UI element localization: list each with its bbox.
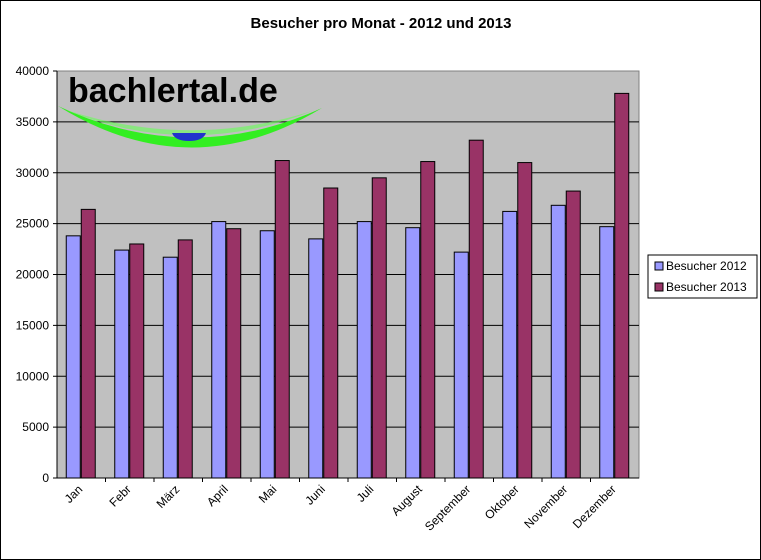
legend-swatch-2012 <box>654 261 664 271</box>
bar-2012-Dezember <box>599 226 615 479</box>
bar-2013-Oktober <box>517 162 533 479</box>
bar-2013-Mai <box>274 160 290 479</box>
y-tick-label: 40000 <box>16 64 50 78</box>
x-tick-label: Juni <box>302 482 327 507</box>
x-tick-label: Dezember <box>570 482 619 531</box>
x-tick-label: November <box>521 482 570 531</box>
bar-2013-März <box>177 239 193 479</box>
y-tick-label: 0 <box>42 471 49 485</box>
bars <box>65 92 630 479</box>
legend-box <box>647 254 758 299</box>
x-axis-ticks: Jan Febr März April Mai Juni Juli AugustSeptemb… <box>62 478 619 534</box>
y-tick-label: 10000 <box>16 369 50 383</box>
logo: bachlertal.de <box>58 72 322 148</box>
logo-text: bachlertal.de <box>68 72 278 110</box>
bar-2013-April <box>226 228 242 479</box>
legend-label-2012: Besucher 2012 <box>666 259 747 273</box>
x-tick-label: April <box>204 482 231 509</box>
bar-2013-Dezember <box>614 92 630 479</box>
bar-2012-Mai <box>259 230 275 479</box>
x-tick-label: Juli <box>354 482 377 505</box>
bar-2012-Oktober <box>502 210 518 479</box>
x-tick-label: September <box>422 482 473 533</box>
y-tick-label: 20000 <box>16 268 50 282</box>
x-tick-label: Febr <box>107 482 134 509</box>
bar-2013-Juni <box>323 187 339 479</box>
bar-2013-August <box>420 161 436 479</box>
bar-2012-Febr <box>114 249 130 479</box>
x-tick-label: März <box>154 482 183 511</box>
bar-2012-Jan <box>65 235 81 479</box>
legend-swatch-2013 <box>654 282 664 292</box>
bar-2013-Febr <box>129 243 145 479</box>
x-tick-label: Mai <box>256 482 280 506</box>
bar-2012-April <box>211 221 227 479</box>
bar-2012-September <box>453 251 469 479</box>
logo-dot <box>172 133 206 141</box>
bar-2013-Juli <box>371 177 387 479</box>
x-tick-label: Jan <box>62 482 86 506</box>
y-tick-label: 30000 <box>16 166 50 180</box>
bar-2012-März <box>162 256 178 479</box>
bar-2013-September <box>468 139 484 479</box>
y-axis-ticks: 0 5000 10000 15000 20000 25000 30000 35000 40000 <box>16 64 57 485</box>
logo-swoosh <box>58 106 322 148</box>
x-tick-label: August <box>389 482 426 519</box>
bar-2013-November <box>565 190 581 479</box>
y-tick-label: 5000 <box>22 420 49 434</box>
gridlines <box>57 121 639 428</box>
chart-title: Besucher pro Monat - 2012 und 2013 <box>251 15 512 32</box>
bar-2013-Jan <box>80 208 96 479</box>
y-tick-label: 25000 <box>16 217 50 231</box>
legend: Besucher 2012 Besucher 2013 <box>647 254 758 299</box>
bar-2012-Juni <box>308 238 324 479</box>
bar-2012-Juli <box>356 221 372 479</box>
y-tick-label: 35000 <box>16 115 50 129</box>
logo-swoosh-shine <box>66 110 312 136</box>
x-tick-label: Oktober <box>482 482 522 522</box>
bar-2012-November <box>550 204 566 479</box>
y-tick-label: 15000 <box>16 318 50 332</box>
bar-2012-August <box>405 227 421 479</box>
legend-label-2013: Besucher 2013 <box>666 280 747 294</box>
